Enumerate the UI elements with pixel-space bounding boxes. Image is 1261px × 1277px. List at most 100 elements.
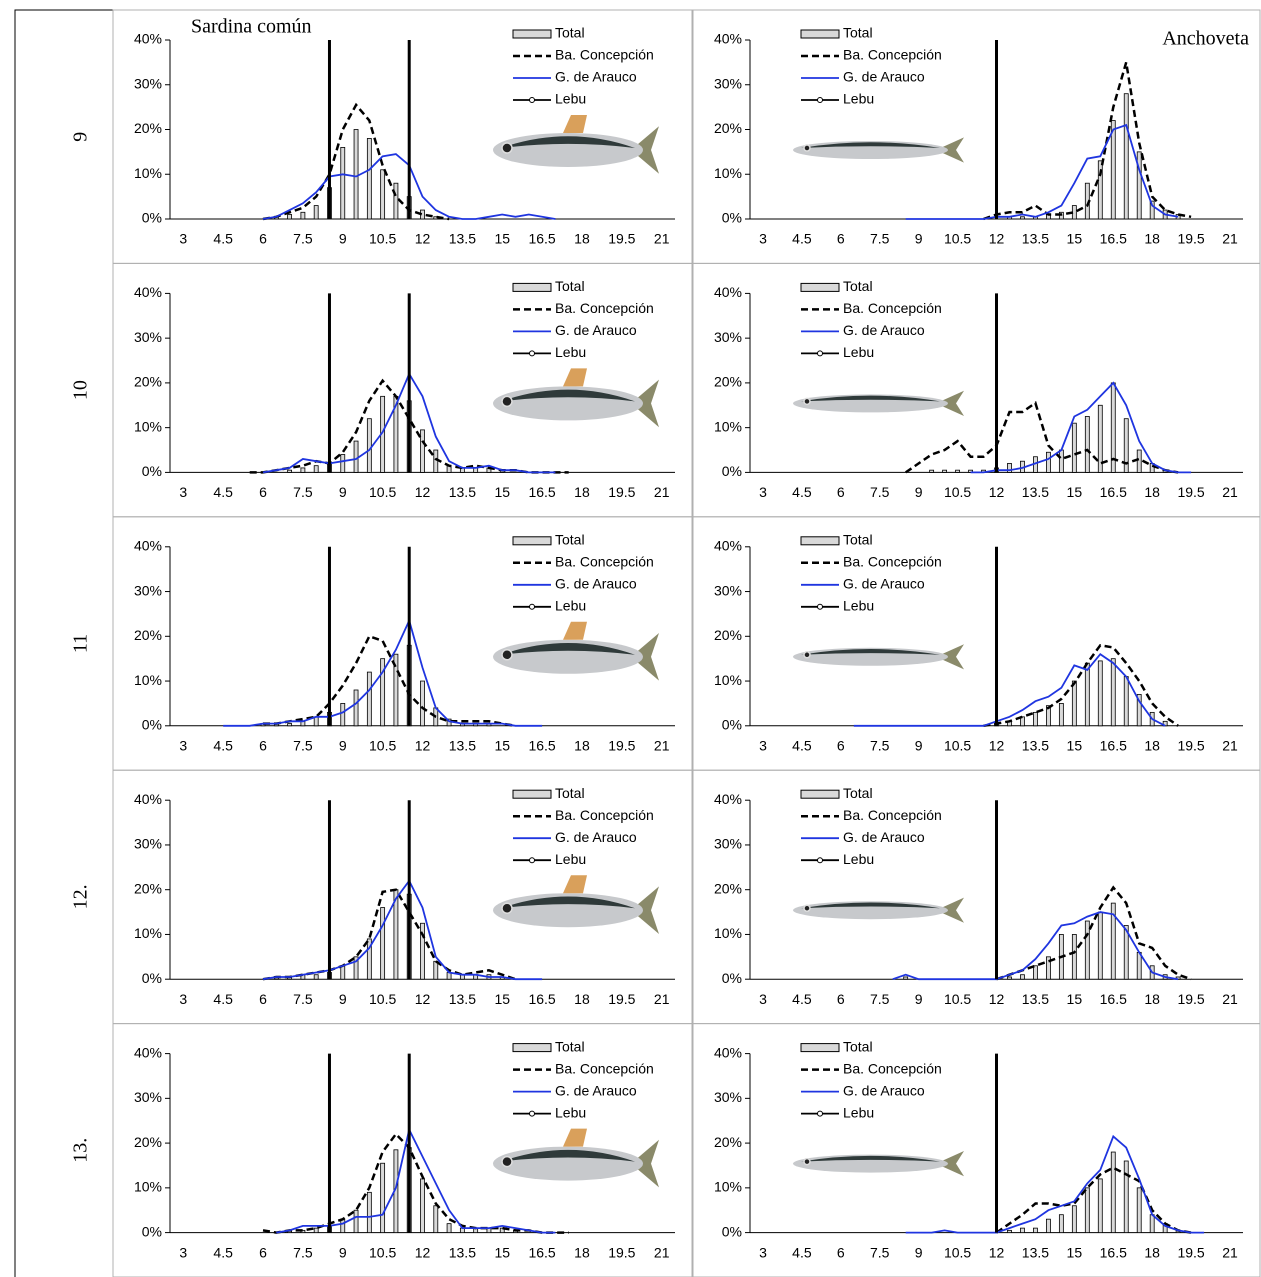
y-tick-label: 0% bbox=[722, 1223, 742, 1239]
bar bbox=[300, 211, 306, 220]
bar bbox=[1084, 920, 1090, 980]
y-tick-label: 10% bbox=[134, 418, 162, 434]
bar bbox=[433, 960, 439, 980]
bar bbox=[366, 1191, 372, 1233]
legend-label: Ba. Concepción bbox=[843, 300, 942, 316]
chart-panel: 0% 10% 20% 30% 40% 3 4.5 6 7.5 9 10.5 12 13.5 15 16.5 1… bbox=[692, 262, 1261, 518]
bar bbox=[1110, 902, 1116, 980]
fish-eye bbox=[803, 397, 811, 406]
y-tick-label: 10% bbox=[714, 1179, 742, 1195]
bar bbox=[1149, 200, 1155, 220]
y-tick-label: 0% bbox=[722, 717, 742, 733]
x-tick-label: 4.5 bbox=[213, 991, 233, 1007]
x-tick-label: 18 bbox=[1144, 738, 1160, 754]
y-tick-label: 30% bbox=[714, 582, 742, 598]
y-tick-label: 40% bbox=[714, 791, 742, 807]
bar bbox=[287, 214, 293, 220]
x-tick-label: 6 bbox=[837, 484, 845, 500]
fish-back bbox=[501, 896, 635, 909]
fish-back bbox=[501, 1149, 635, 1162]
bar bbox=[1097, 1178, 1103, 1234]
x-tick-label: 6 bbox=[259, 484, 267, 500]
legend-label: Total bbox=[843, 278, 873, 294]
legend-label: Total bbox=[555, 1038, 585, 1054]
series-line bbox=[276, 1127, 556, 1234]
x-tick-label: 7.5 bbox=[293, 1244, 313, 1260]
y-tick-label: 30% bbox=[134, 329, 162, 345]
x-tick-label: 16.5 bbox=[528, 738, 555, 754]
x-tick-label: 4.5 bbox=[213, 1244, 233, 1260]
x-tick-label: 18 bbox=[1144, 231, 1160, 247]
x-tick-label: 7.5 bbox=[870, 1244, 890, 1260]
legend-label: Total bbox=[843, 1038, 873, 1054]
bar bbox=[1084, 416, 1090, 473]
bar bbox=[1123, 93, 1129, 220]
bar bbox=[1136, 951, 1142, 980]
bar bbox=[942, 469, 948, 473]
x-tick-label: 21 bbox=[1222, 738, 1238, 754]
x-tick-label: 18 bbox=[574, 231, 590, 247]
x-tick-label: 12 bbox=[989, 991, 1005, 1007]
x-tick-label: 21 bbox=[654, 231, 670, 247]
fish-tail bbox=[631, 379, 659, 428]
fish-back bbox=[501, 389, 635, 402]
bar bbox=[433, 449, 439, 473]
x-tick-label: 9 bbox=[339, 484, 347, 500]
x-tick-label: 3 bbox=[759, 231, 767, 247]
x-tick-label: 3 bbox=[179, 484, 187, 500]
bar bbox=[1033, 965, 1038, 980]
legend-label: Total bbox=[555, 532, 585, 548]
legend-label: Lebu bbox=[555, 851, 586, 867]
x-tick-label: 19.5 bbox=[608, 231, 635, 247]
bar bbox=[1058, 703, 1064, 727]
fish-eye bbox=[501, 1155, 513, 1168]
legend-label: Total bbox=[555, 785, 585, 801]
x-tick-label: 12 bbox=[989, 738, 1005, 754]
bar bbox=[353, 129, 359, 220]
x-tick-label: 13.5 bbox=[449, 991, 476, 1007]
x-tick-label: 10.5 bbox=[944, 1244, 971, 1260]
bar bbox=[1097, 660, 1103, 727]
bar bbox=[353, 440, 359, 473]
bar bbox=[313, 1227, 319, 1233]
bar bbox=[1020, 216, 1025, 220]
x-tick-label: 16.5 bbox=[1100, 484, 1127, 500]
y-tick-label: 30% bbox=[134, 1089, 162, 1105]
bar bbox=[1007, 463, 1012, 473]
x-tick-label: 4.5 bbox=[213, 738, 233, 754]
y-tick-label: 0% bbox=[142, 1223, 162, 1239]
x-tick-label: 19.5 bbox=[608, 738, 635, 754]
y-tick-label: 20% bbox=[134, 374, 162, 390]
x-tick-label: 16.5 bbox=[528, 991, 555, 1007]
legend-label: Total bbox=[843, 785, 873, 801]
y-tick-label: 10% bbox=[714, 672, 742, 688]
panel-frame bbox=[692, 516, 1261, 771]
bar bbox=[313, 974, 319, 980]
y-tick-label: 0% bbox=[142, 463, 162, 479]
bar bbox=[1097, 404, 1103, 473]
chart-panel: 0% 10% 20% 30% 40% 3 4.5 6 7.5 9 10.5 12 13.5 15 16.5 1… bbox=[112, 262, 693, 518]
chart-title: Sardina común bbox=[191, 16, 312, 38]
panel-frame bbox=[692, 769, 1261, 1025]
y-tick-label: 0% bbox=[142, 210, 162, 226]
legend-label: Ba. Concepción bbox=[843, 47, 942, 63]
fish-eye bbox=[803, 1157, 811, 1166]
series-line bbox=[996, 885, 1192, 981]
legend-marker bbox=[529, 603, 535, 610]
x-tick-label: 7.5 bbox=[293, 738, 313, 754]
fish-eye bbox=[501, 395, 513, 408]
legend-marker bbox=[817, 97, 823, 103]
y-tick-label: 10% bbox=[134, 925, 162, 941]
legend-label: G. de Arauco bbox=[555, 322, 637, 338]
bar bbox=[340, 454, 346, 473]
bar bbox=[1110, 120, 1116, 220]
x-tick-label: 4.5 bbox=[792, 484, 812, 500]
x-tick-label: 4.5 bbox=[792, 991, 812, 1007]
series-line bbox=[905, 123, 1179, 220]
x-tick-label: 21 bbox=[1222, 1244, 1238, 1260]
bar bbox=[1045, 1218, 1051, 1234]
series-line bbox=[983, 643, 1179, 728]
x-tick-label: 13.5 bbox=[1022, 738, 1049, 754]
y-tick-label: 10% bbox=[714, 165, 742, 181]
x-tick-label: 4.5 bbox=[213, 231, 233, 247]
